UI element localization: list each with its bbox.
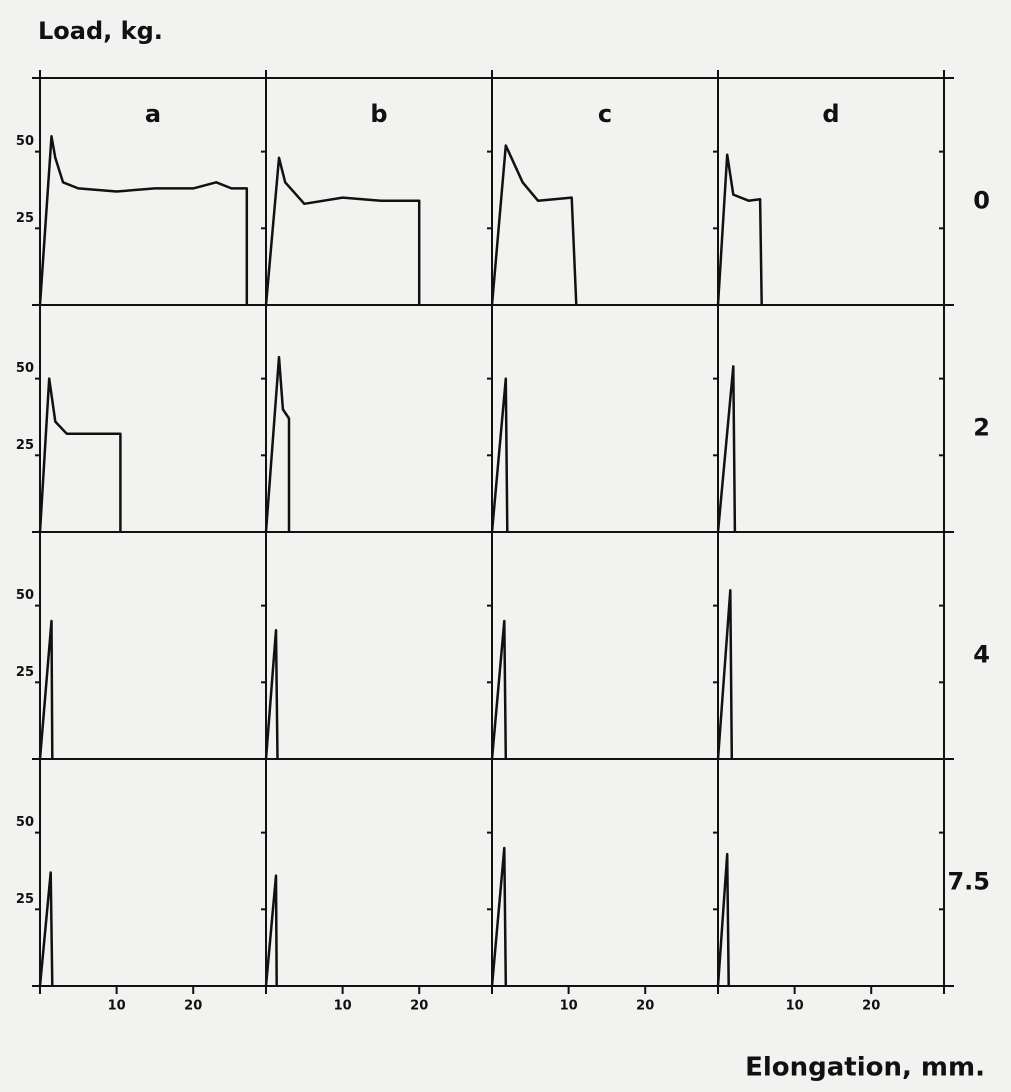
load-curve bbox=[490, 619, 508, 760]
x-tick-label: 10 bbox=[786, 999, 804, 1014]
x-axis-label: Elongation, mm. bbox=[745, 1053, 985, 1083]
x-tick-label: 20 bbox=[410, 999, 428, 1014]
y-axis-label: Load, kg. bbox=[38, 17, 163, 45]
load-curve bbox=[490, 144, 578, 306]
load-curve bbox=[38, 377, 122, 533]
x-tick-label: 20 bbox=[184, 999, 202, 1014]
row-label: 7.5 bbox=[947, 868, 990, 896]
y-tick-label: 25 bbox=[16, 211, 34, 226]
load-curve bbox=[716, 153, 763, 306]
row-label: 2 bbox=[973, 414, 990, 442]
y-tick-label: 25 bbox=[16, 665, 34, 680]
x-tick-label: 10 bbox=[108, 999, 126, 1014]
y-tick-label: 50 bbox=[16, 588, 34, 603]
load-curve bbox=[264, 628, 279, 760]
y-tick-label: 50 bbox=[16, 134, 34, 149]
load-curve bbox=[264, 355, 291, 533]
load-curve bbox=[490, 846, 508, 987]
column-label: d bbox=[822, 100, 839, 128]
column-label: c bbox=[598, 100, 612, 128]
load-curve bbox=[716, 589, 734, 760]
x-tick-label: 10 bbox=[560, 999, 578, 1014]
y-tick-label: 50 bbox=[16, 361, 34, 376]
load-curve bbox=[264, 874, 278, 987]
load-curve bbox=[264, 156, 421, 306]
column-label: b bbox=[370, 100, 387, 128]
load-curve bbox=[38, 871, 54, 987]
x-tick-label: 20 bbox=[636, 999, 654, 1014]
load-curve bbox=[716, 852, 730, 987]
y-tick-label: 25 bbox=[16, 438, 34, 453]
row-label: 4 bbox=[973, 641, 990, 669]
load-curve bbox=[38, 619, 54, 760]
load-curve bbox=[490, 377, 509, 533]
x-tick-label: 10 bbox=[334, 999, 352, 1014]
column-label: a bbox=[145, 100, 161, 128]
row-label: 0 bbox=[973, 187, 990, 215]
x-tick-label: 20 bbox=[862, 999, 880, 1014]
load-curve bbox=[38, 135, 249, 306]
y-tick-label: 50 bbox=[16, 815, 34, 830]
y-tick-label: 25 bbox=[16, 892, 34, 907]
load-curve bbox=[716, 365, 737, 533]
